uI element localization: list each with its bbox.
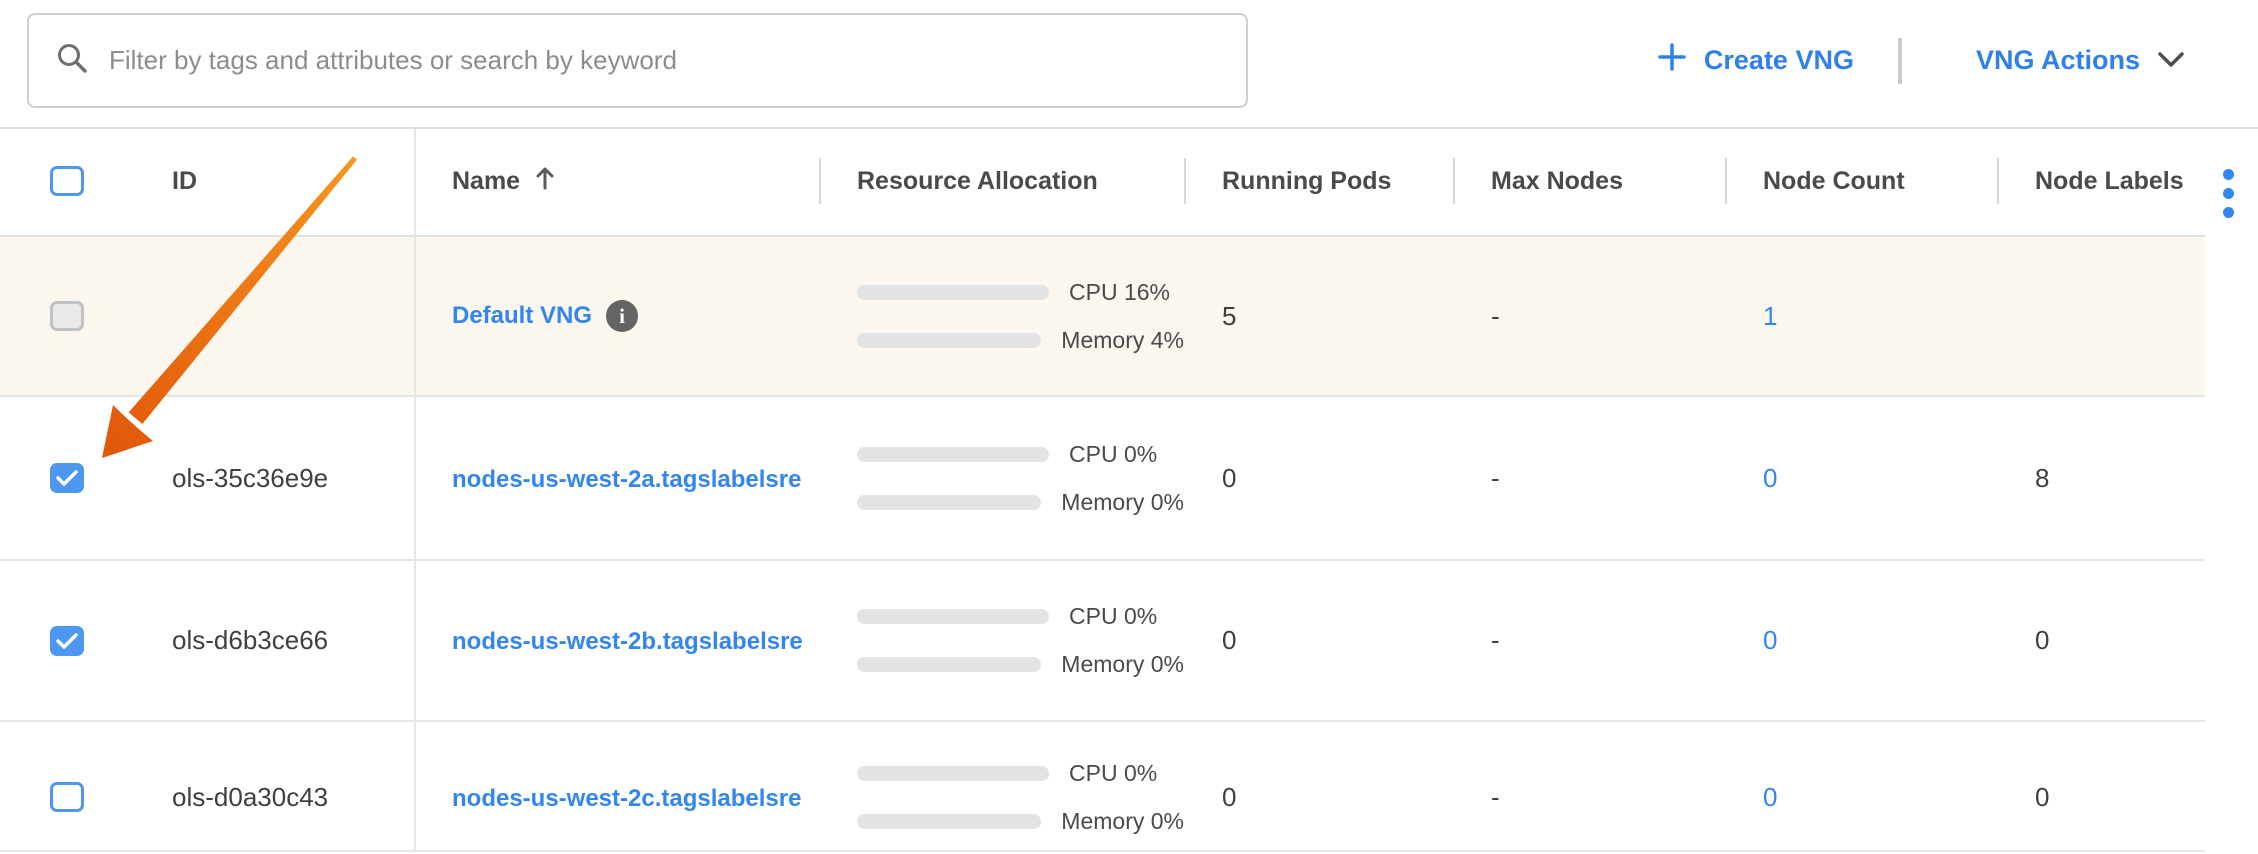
memory-label: Memory 0% bbox=[1061, 651, 1184, 677]
cpu-progress-bar bbox=[857, 284, 1049, 300]
running-pods-value: 0 bbox=[1222, 625, 1237, 655]
column-header-max-nodes[interactable]: Max Nodes bbox=[1453, 127, 1725, 235]
create-vng-label: Create VNG bbox=[1703, 45, 1854, 75]
column-header-running-pods[interactable]: Running Pods bbox=[1184, 127, 1453, 235]
memory-progress-bar bbox=[857, 332, 1042, 348]
toolbar-divider bbox=[1897, 37, 1902, 84]
vng-name-link[interactable]: Default VNG bbox=[452, 302, 593, 329]
vng-name-link[interactable]: nodes-us-west-2c.tagslabelsre bbox=[452, 784, 802, 812]
row-checkbox-checked[interactable] bbox=[50, 625, 84, 656]
cpu-label: CPU 16% bbox=[1069, 278, 1170, 305]
node-labels-value: 8 bbox=[2035, 462, 2050, 493]
running-pods-value: 0 bbox=[1222, 462, 1237, 493]
resource-allocation: CPU 0% Memory 0% bbox=[857, 760, 1184, 835]
column-header-node-labels[interactable]: Node Labels bbox=[1997, 127, 2205, 235]
cpu-label: CPU 0% bbox=[1069, 440, 1158, 467]
memory-label: Memory 0% bbox=[1061, 807, 1184, 834]
cpu-progress-bar bbox=[857, 609, 1049, 624]
memory-label: Memory 0% bbox=[1061, 488, 1184, 515]
node-count-link[interactable]: 0 bbox=[1763, 781, 1778, 812]
id-name-column-divider bbox=[414, 129, 416, 852]
node-count-link[interactable]: 1 bbox=[1763, 300, 1778, 331]
resource-allocation: CPU 0% Memory 0% bbox=[857, 603, 1184, 678]
memory-progress-bar bbox=[857, 494, 1042, 510]
vng-name-link[interactable]: nodes-us-west-2b.tagslabelsre bbox=[452, 628, 803, 655]
plus-icon bbox=[1656, 41, 1688, 80]
max-nodes-value: - bbox=[1491, 462, 1500, 493]
sort-ascending-icon bbox=[534, 165, 556, 198]
vng-name-link[interactable]: nodes-us-west-2a.tagslabelsre bbox=[452, 465, 802, 493]
row-checkbox-disabled bbox=[50, 301, 84, 331]
toolbar-actions: Create VNG VNG Actions bbox=[1656, 13, 2186, 108]
memory-progress-bar bbox=[857, 813, 1042, 829]
column-header-node-count[interactable]: Node Count bbox=[1725, 127, 1997, 235]
node-count-link[interactable]: 0 bbox=[1763, 625, 1778, 655]
memory-progress-bar bbox=[857, 657, 1042, 672]
node-labels-value: 0 bbox=[2035, 625, 2050, 655]
row-id: ols-d0a30c43 bbox=[172, 781, 329, 812]
resource-allocation: CPU 0% Memory 0% bbox=[857, 441, 1184, 516]
node-count-link[interactable]: 0 bbox=[1763, 462, 1778, 493]
table-row-ols-d0a30c43: ols-d0a30c43 nodes-us-west-2c.tagslabels… bbox=[0, 722, 2205, 852]
chevron-down-icon bbox=[2156, 45, 2186, 76]
memory-label: Memory 4% bbox=[1061, 326, 1184, 353]
vng-table: ID Name Resource Allocation Running Pods… bbox=[0, 127, 2205, 852]
max-nodes-value: - bbox=[1491, 781, 1500, 812]
column-header-resource-allocation[interactable]: Resource Allocation bbox=[819, 127, 1184, 235]
running-pods-value: 0 bbox=[1222, 781, 1237, 812]
row-id: ols-d6b3ce66 bbox=[172, 625, 329, 655]
search-box bbox=[27, 13, 1248, 108]
max-nodes-value: - bbox=[1491, 300, 1500, 331]
node-labels-value: 0 bbox=[2035, 781, 2050, 812]
row-id: ols-35c36e9e bbox=[172, 462, 329, 493]
column-options-kebab-button[interactable] bbox=[2219, 165, 2238, 222]
cpu-label: CPU 0% bbox=[1069, 759, 1158, 786]
max-nodes-value: - bbox=[1491, 625, 1500, 655]
column-header-name[interactable]: Name bbox=[414, 127, 819, 235]
vng-actions-label: VNG Actions bbox=[1975, 45, 2140, 75]
info-icon[interactable]: i bbox=[606, 300, 639, 332]
running-pods-value: 5 bbox=[1222, 300, 1237, 331]
cpu-progress-bar bbox=[857, 446, 1049, 462]
column-header-id[interactable]: ID bbox=[172, 166, 197, 195]
table-row-default-vng: Default VNG i CPU 16% Memory 4% bbox=[0, 237, 2205, 397]
cpu-label: CPU 0% bbox=[1069, 603, 1158, 629]
create-vng-button[interactable]: Create VNG bbox=[1656, 41, 1854, 80]
cpu-progress-bar bbox=[857, 765, 1049, 781]
select-all-checkbox[interactable] bbox=[50, 166, 84, 196]
table-row-ols-35c36e9e: ols-35c36e9e nodes-us-west-2a.tagslabels… bbox=[0, 397, 2205, 561]
search-input[interactable] bbox=[109, 45, 1220, 76]
search-icon bbox=[55, 41, 89, 80]
resource-allocation: CPU 16% Memory 4% bbox=[857, 279, 1184, 354]
table-header-row: ID Name Resource Allocation Running Pods… bbox=[0, 127, 2205, 237]
vng-actions-button[interactable]: VNG Actions bbox=[1976, 45, 2186, 76]
row-checkbox-unchecked[interactable] bbox=[50, 782, 84, 812]
row-checkbox-checked[interactable] bbox=[50, 463, 84, 493]
table-row-ols-d6b3ce66: ols-d6b3ce66 nodes-us-west-2b.tagslabels… bbox=[0, 561, 2205, 722]
